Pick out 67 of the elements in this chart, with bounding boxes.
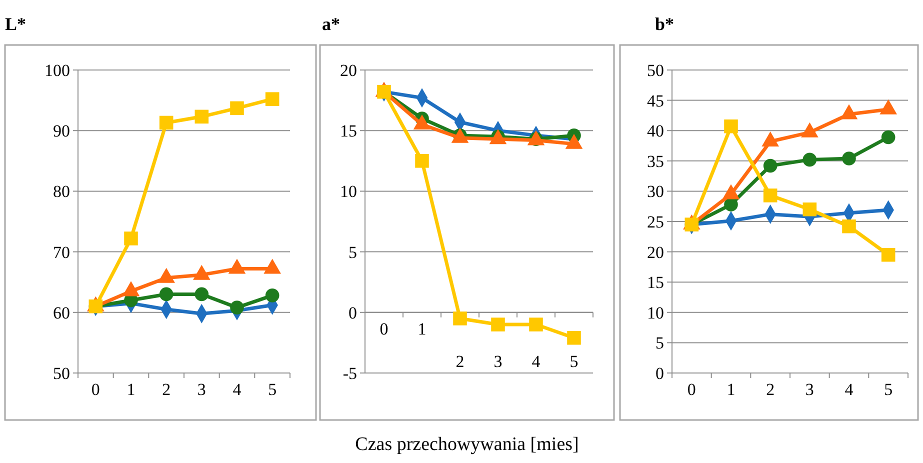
y-tick-label: 60: [53, 303, 70, 322]
y-tick-label: 35: [647, 152, 664, 171]
y-tick-label: 45: [647, 91, 664, 110]
x-tick-label: 2: [456, 352, 464, 371]
point: [842, 219, 856, 234]
chart-title: a*: [322, 14, 340, 34]
x-tick-label: 4: [844, 380, 854, 399]
point: [230, 101, 244, 116]
x-tick-label: 0: [91, 380, 100, 399]
x-tick-label: 1: [726, 380, 736, 399]
point: [159, 116, 174, 130]
y-tick-label: 15: [647, 273, 664, 292]
y-tick-label: 50: [53, 364, 70, 383]
point: [724, 198, 738, 212]
point: [802, 202, 817, 216]
y-tick-label: 5: [348, 242, 357, 262]
y-tick-label: 10: [340, 182, 357, 202]
x-tick-label: 1: [418, 319, 426, 338]
point: [194, 110, 209, 124]
y-tick-label: 100: [44, 60, 70, 80]
x-tick-label: 4: [532, 352, 541, 371]
point: [763, 188, 778, 202]
point: [842, 152, 856, 166]
point: [265, 92, 280, 106]
x-tick-label: 3: [494, 352, 502, 371]
x-tick-label: 5: [570, 352, 578, 371]
y-tick-label: 50: [647, 60, 664, 80]
point: [529, 318, 543, 332]
x-tick-label: 1: [126, 380, 136, 399]
y-tick-label: 30: [647, 182, 664, 202]
y-tick-label: 20: [647, 242, 664, 262]
y-tick-label: 70: [53, 242, 70, 262]
y-tick-label: 40: [647, 122, 664, 141]
y-tick-label: 20: [340, 60, 357, 80]
y-tick-label: 80: [53, 182, 70, 202]
x-tick-label: 3: [805, 380, 814, 399]
y-tick-label: 10: [647, 303, 664, 322]
point: [491, 318, 505, 332]
point: [194, 287, 209, 302]
point: [763, 158, 778, 173]
point: [881, 248, 896, 262]
y-tick-label: -5: [342, 364, 357, 383]
point: [453, 312, 467, 326]
y-tick-label: 15: [340, 122, 357, 141]
point: [159, 287, 174, 302]
point: [724, 119, 738, 134]
x-tick-label: 5: [268, 380, 277, 399]
y-tick-label: 90: [53, 122, 70, 141]
x-tick-label: 4: [232, 380, 242, 399]
point: [415, 154, 429, 168]
point: [802, 152, 817, 167]
x-tick-label: 5: [884, 380, 893, 399]
x-axis-title: Czas przechowywania [mies]: [355, 434, 579, 455]
x-tick-label: 3: [197, 380, 206, 399]
y-tick-label: 5: [656, 334, 664, 353]
chart-title: b*: [655, 14, 674, 34]
x-tick-label: 0: [687, 380, 696, 399]
point: [124, 232, 138, 246]
point: [567, 330, 581, 345]
point: [230, 300, 244, 314]
y-tick-label: 0: [348, 303, 357, 322]
point: [881, 130, 896, 144]
point: [265, 288, 280, 302]
x-tick-label: 2: [162, 380, 171, 399]
chart-title: L*: [5, 14, 26, 34]
y-tick-label: 25: [647, 212, 664, 232]
x-tick-label: 2: [766, 380, 775, 399]
